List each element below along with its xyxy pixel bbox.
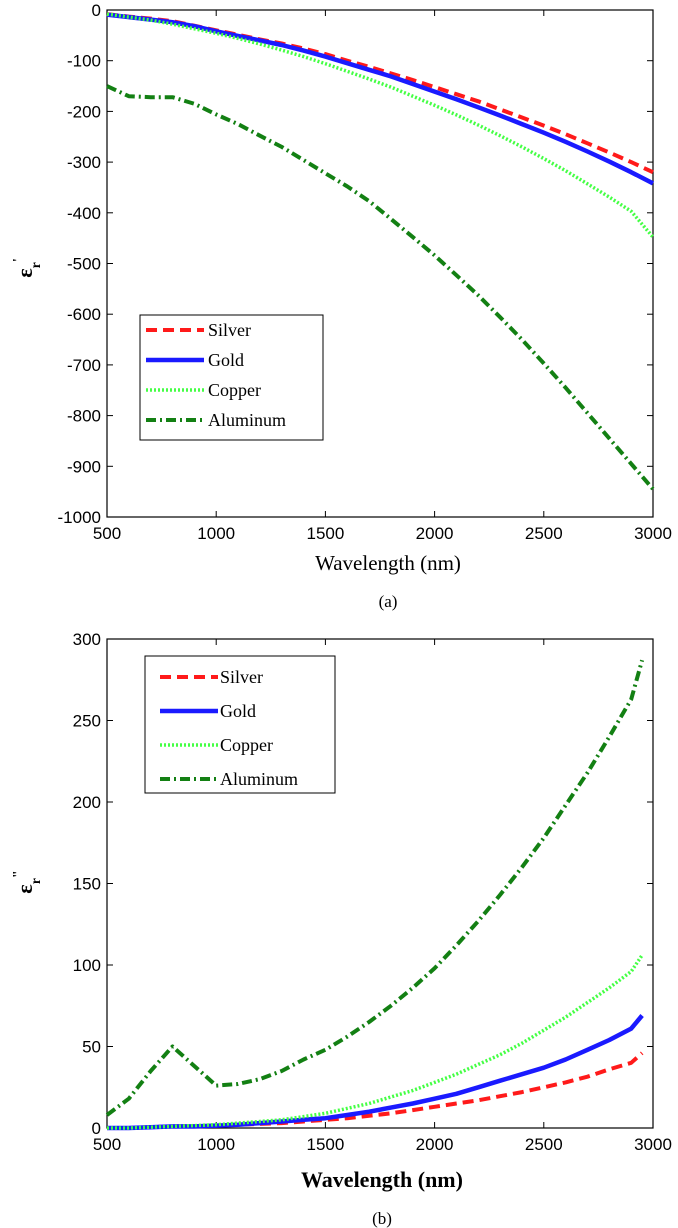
- legend-label-aluminum: Aluminum: [220, 769, 298, 789]
- legend-a: Silver Gold Copper Aluminum: [139, 314, 324, 441]
- ticks-a: 500 1000 1500 2000 2500 3000 0 -100 -200 -300 -400…: [58, 1, 672, 543]
- y-tick-label: 200: [73, 793, 101, 812]
- y-tick-label: -600: [67, 305, 101, 324]
- x-tick-label: 2000: [416, 1135, 454, 1154]
- ticks-b: 500 1000 1500 2000 2500 3000 0 50 100 150 200 250 30…: [73, 630, 672, 1154]
- y-axis-label-b-sup: ": [11, 870, 26, 878]
- x-tick-label: 1000: [197, 524, 235, 543]
- y-tick-label: -800: [67, 407, 101, 426]
- y-tick-label: -400: [67, 204, 101, 223]
- x-tick-label: 3000: [634, 524, 672, 543]
- y-tick-label: -700: [67, 356, 101, 375]
- series-lines-a: [106, 12, 655, 491]
- plot-frame-a: [106, 9, 654, 518]
- x-tick-label: 2500: [525, 524, 563, 543]
- series-line-silver: [106, 12, 654, 175]
- legend-b-box: [144, 655, 336, 794]
- y-axis-label-b-main: ε: [12, 884, 37, 893]
- chart-panel-b: 500 1000 1500 2000 2500 3000 0 50 100 150 200 250 30…: [11, 630, 672, 1228]
- x-tick-label: 1000: [197, 1135, 235, 1154]
- series-line-silver: [107, 1051, 644, 1130]
- y-tick-label: 50: [82, 1038, 101, 1057]
- y-axis-label-a-sub: r: [29, 262, 44, 268]
- x-tick-label: 2500: [525, 1135, 563, 1154]
- y-axis-label-a-main: ε: [12, 268, 37, 277]
- series-line-copper: [107, 954, 644, 1130]
- x-tick-label: 500: [93, 1135, 121, 1154]
- x-axis-label-b: Wavelength (nm): [301, 1167, 463, 1192]
- legend-label-aluminum: Aluminum: [208, 410, 286, 430]
- y-tick-label: -500: [67, 255, 101, 274]
- y-tick-label: 100: [73, 956, 101, 975]
- series-line-gold: [106, 12, 655, 186]
- x-tick-label: 1500: [306, 524, 344, 543]
- y-tick-label: 0: [92, 1119, 101, 1138]
- caption-a: (a): [379, 592, 398, 611]
- y-tick-label: 250: [73, 712, 101, 731]
- legend-label-copper: Copper: [208, 380, 261, 400]
- y-tick-label: 150: [73, 875, 101, 894]
- x-tick-label: 500: [93, 524, 121, 543]
- y-axis-label-a-sup: ': [11, 258, 26, 262]
- y-tick-label: 0: [92, 1, 101, 20]
- legend-label-copper: Copper: [220, 735, 273, 755]
- x-tick-label: 3000: [634, 1135, 672, 1154]
- y-axis-label-a: εr': [11, 258, 44, 278]
- y-tick-label: -100: [67, 52, 101, 71]
- y-axis-label-b-sub: r: [29, 878, 44, 884]
- series-lines-b: [105, 659, 645, 1131]
- caption-b: (b): [372, 1209, 392, 1228]
- legend-label-gold: Gold: [208, 350, 244, 370]
- y-tick-label: -200: [67, 102, 101, 121]
- chart-panel-a: 500 1000 1500 2000 2500 3000 0 -100 -200 -300 -400…: [11, 1, 672, 611]
- x-tick-label: 1500: [306, 1135, 344, 1154]
- x-tick-label: 2000: [416, 524, 454, 543]
- y-tick-label: -300: [67, 153, 101, 172]
- series-line-copper: [106, 12, 655, 239]
- legend-label-gold: Gold: [220, 701, 256, 721]
- legend-b: Silver Gold Copper Aluminum: [144, 655, 336, 794]
- y-axis-label-b: εr": [11, 870, 44, 893]
- legend-label-silver: Silver: [208, 320, 251, 340]
- series-line-aluminum: [105, 659, 645, 1117]
- y-tick-label: -1000: [58, 508, 101, 527]
- series-line-aluminum: [106, 84, 655, 491]
- series-line-gold: [107, 1014, 644, 1131]
- x-axis-label-a: Wavelength (nm): [315, 551, 461, 575]
- y-tick-label: 300: [73, 630, 101, 649]
- legend-label-silver: Silver: [220, 667, 263, 687]
- y-tick-label: -900: [67, 457, 101, 476]
